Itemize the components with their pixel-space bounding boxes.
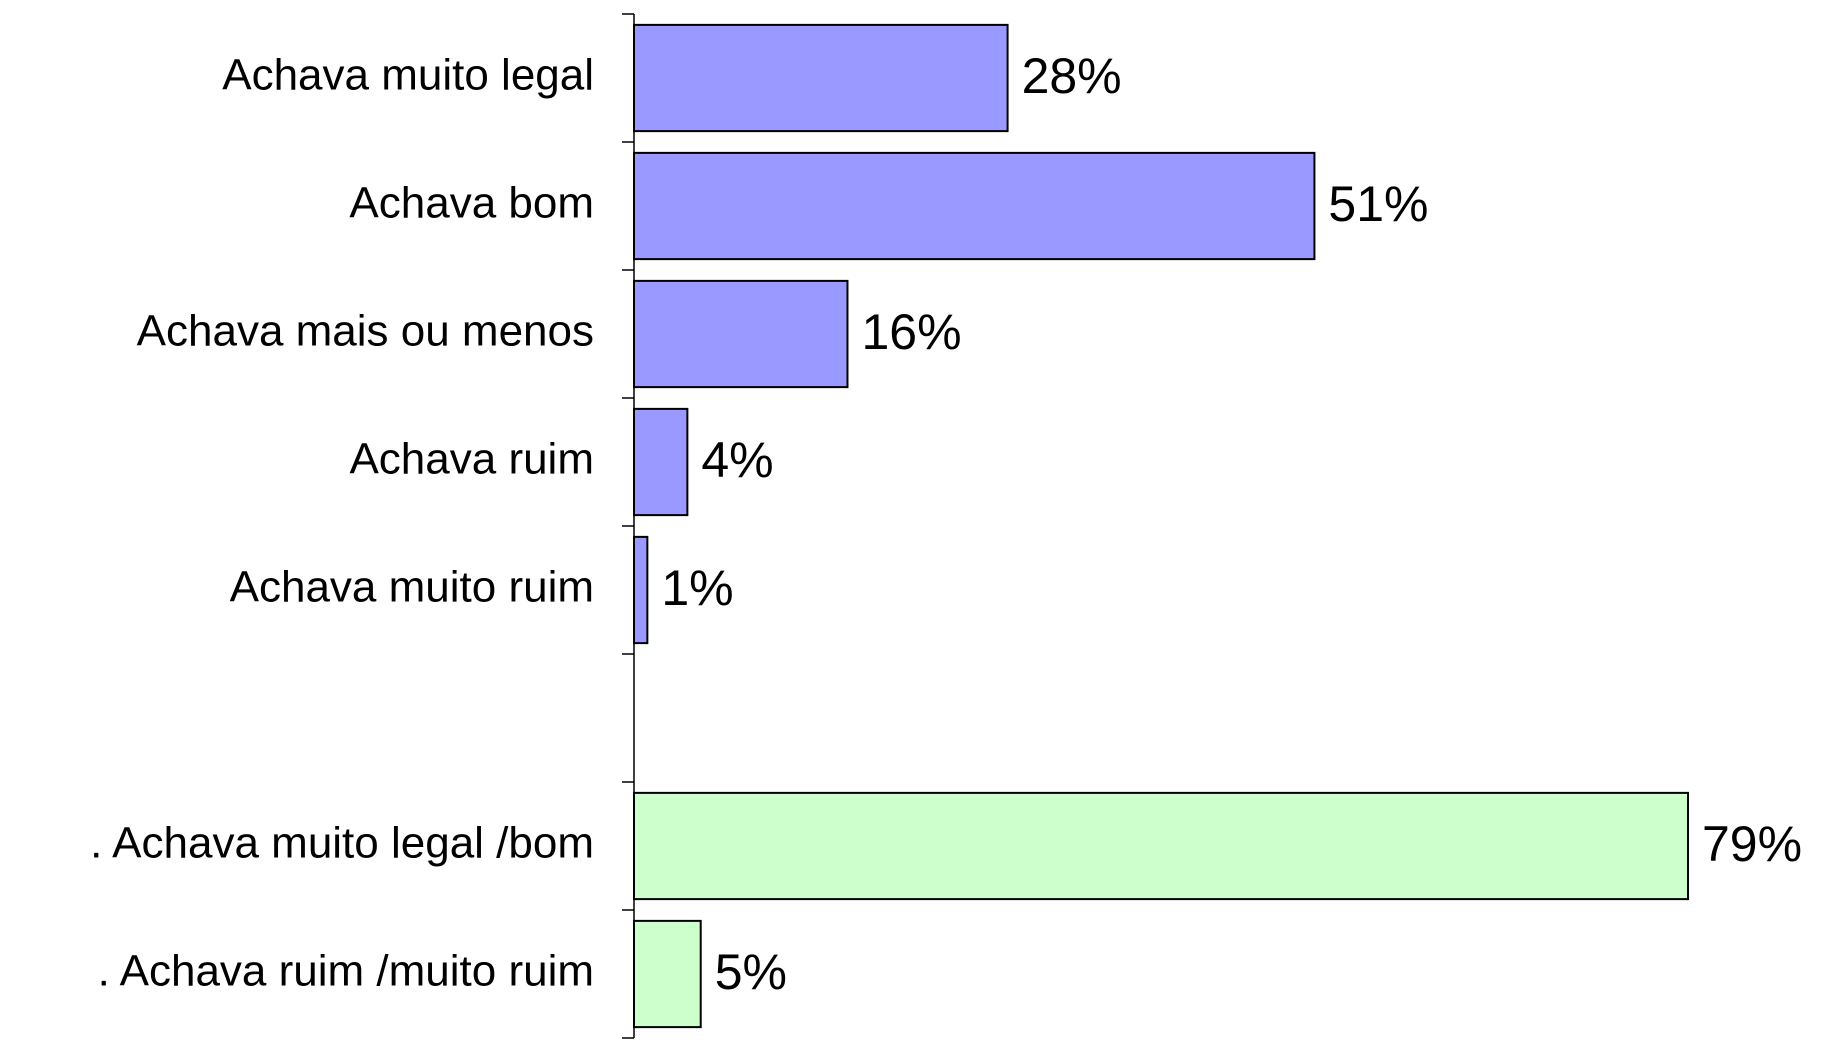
y-tick-label: Achava ruim	[349, 435, 594, 484]
bar	[633, 279, 849, 389]
data-label: 5%	[715, 944, 787, 1000]
y-tick-label: Achava muito legal	[222, 51, 594, 100]
data-label: 79%	[1702, 816, 1802, 872]
data-label: 16%	[861, 304, 961, 360]
data-label: 28%	[1022, 48, 1122, 104]
data-label: 51%	[1328, 176, 1428, 232]
bar	[633, 23, 1009, 133]
y-tick-label: . Achava ruim /muito ruim	[98, 947, 594, 996]
data-label: 1%	[661, 560, 733, 616]
data-label: 4%	[701, 432, 773, 488]
bar	[633, 535, 649, 645]
y-tick-label: . Achava muito legal /bom	[90, 819, 594, 868]
bar	[633, 791, 1689, 901]
bar	[633, 919, 702, 1029]
bar	[633, 407, 689, 517]
y-tick-label: Achava mais ou menos	[137, 307, 594, 356]
y-tick-label: Achava muito ruim	[230, 563, 594, 612]
bar	[633, 151, 1316, 261]
y-tick-label: Achava bom	[349, 179, 594, 228]
